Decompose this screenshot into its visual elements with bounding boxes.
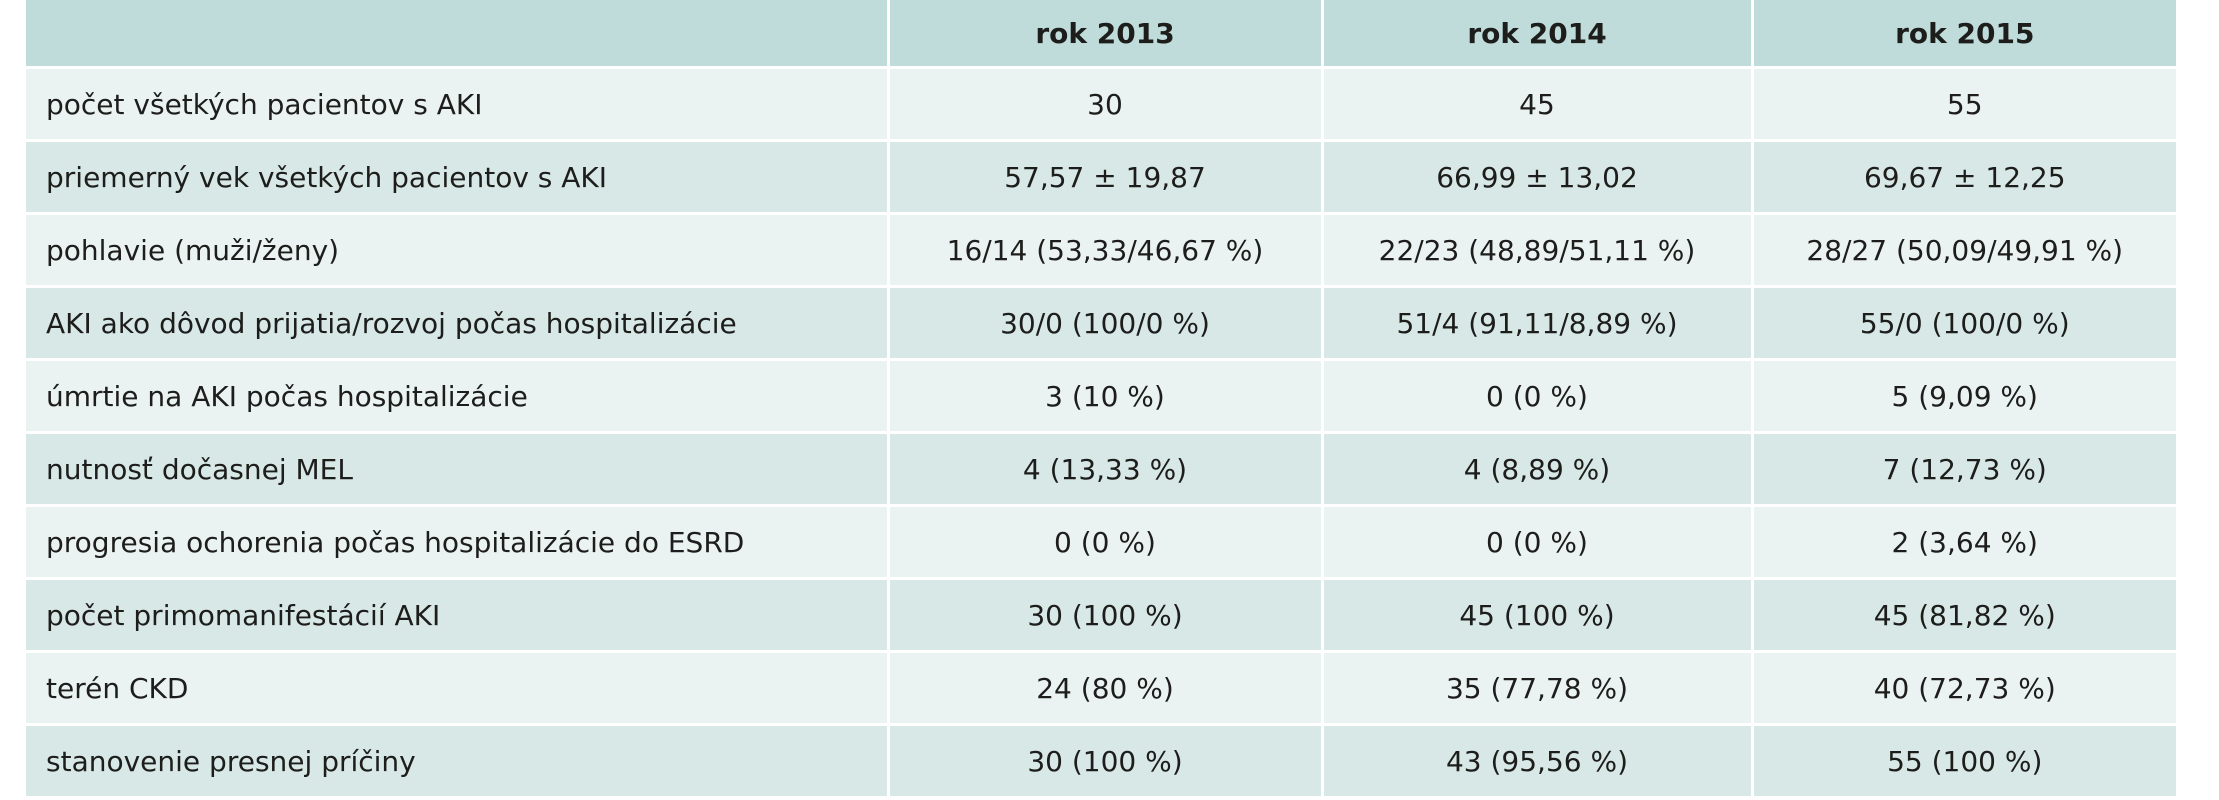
row-label: terén CKD <box>26 651 890 726</box>
header-cell-2015: rok 2015 <box>1752 0 2176 69</box>
cell-2013: 4 (13,33 %) <box>888 432 1324 507</box>
table-row: úmrtie na AKI počas hospitalizácie 3 (10… <box>26 359 2176 434</box>
header-cell-2013: rok 2013 <box>888 0 1324 69</box>
row-label: úmrtie na AKI počas hospitalizácie <box>26 359 890 434</box>
row-label: progresia ochorenia počas hospitalizácie… <box>26 505 890 580</box>
row-label: počet všetkých pacientov s AKI <box>26 67 890 142</box>
cell-2015: 55 <box>1752 67 2176 142</box>
cell-2015: 5 (9,09 %) <box>1752 359 2176 434</box>
cell-2013: 30 (100 %) <box>888 724 1324 799</box>
cell-2013: 3 (10 %) <box>888 359 1324 434</box>
row-label: AKI ako dôvod prijatia/rozvoj počas hosp… <box>26 286 890 361</box>
cell-2014: 0 (0 %) <box>1322 359 1754 434</box>
table-row: pohlavie (muži/ženy) 16/14 (53,33/46,67 … <box>26 213 2176 288</box>
cell-2014: 22/23 (48,89/51,11 %) <box>1322 213 1754 288</box>
row-label: počet primomanifestácií AKI <box>26 578 890 653</box>
cell-2014: 0 (0 %) <box>1322 505 1754 580</box>
row-label: pohlavie (muži/ženy) <box>26 213 890 288</box>
cell-2015: 40 (72,73 %) <box>1752 651 2176 726</box>
cell-2014: 45 <box>1322 67 1754 142</box>
cell-2014: 66,99 ± 13,02 <box>1322 140 1754 215</box>
table-header-row: rok 2013 rok 2014 rok 2015 <box>26 0 2176 69</box>
table-row: terén CKD 24 (80 %) 35 (77,78 %) 40 (72,… <box>26 651 2176 726</box>
header-cell-empty <box>26 0 890 69</box>
row-label: nutnosť dočasnej MEL <box>26 432 890 507</box>
cell-2015: 69,67 ± 12,25 <box>1752 140 2176 215</box>
cell-2015: 7 (12,73 %) <box>1752 432 2176 507</box>
header-cell-2014: rok 2014 <box>1322 0 1754 69</box>
table-row: počet primomanifestácií AKI 30 (100 %) 4… <box>26 578 2176 653</box>
aki-statistics-table: rok 2013 rok 2014 rok 2015 počet všetkýc… <box>26 0 2176 799</box>
cell-2014: 51/4 (91,11/8,89 %) <box>1322 286 1754 361</box>
table-row: počet všetkých pacientov s AKI 30 45 55 <box>26 67 2176 142</box>
row-label: stanovenie presnej príčiny <box>26 724 890 799</box>
cell-2015: 2 (3,64 %) <box>1752 505 2176 580</box>
row-label: priemerný vek všetkých pacientov s AKI <box>26 140 890 215</box>
table-row: nutnosť dočasnej MEL 4 (13,33 %) 4 (8,89… <box>26 432 2176 507</box>
cell-2013: 0 (0 %) <box>888 505 1324 580</box>
cell-2013: 30/0 (100/0 %) <box>888 286 1324 361</box>
cell-2015: 28/27 (50,09/49,91 %) <box>1752 213 2176 288</box>
cell-2013: 16/14 (53,33/46,67 %) <box>888 213 1324 288</box>
cell-2014: 45 (100 %) <box>1322 578 1754 653</box>
cell-2013: 30 (100 %) <box>888 578 1324 653</box>
cell-2014: 4 (8,89 %) <box>1322 432 1754 507</box>
cell-2015: 55 (100 %) <box>1752 724 2176 799</box>
table-row: AKI ako dôvod prijatia/rozvoj počas hosp… <box>26 286 2176 361</box>
cell-2015: 55/0 (100/0 %) <box>1752 286 2176 361</box>
cell-2013: 57,57 ± 19,87 <box>888 140 1324 215</box>
cell-2013: 24 (80 %) <box>888 651 1324 726</box>
table-row: stanovenie presnej príčiny 30 (100 %) 43… <box>26 724 2176 799</box>
cell-2015: 45 (81,82 %) <box>1752 578 2176 653</box>
cell-2014: 35 (77,78 %) <box>1322 651 1754 726</box>
data-table-container: rok 2013 rok 2014 rok 2015 počet všetkýc… <box>26 0 2176 799</box>
cell-2014: 43 (95,56 %) <box>1322 724 1754 799</box>
table-row: progresia ochorenia počas hospitalizácie… <box>26 505 2176 580</box>
table-row: priemerný vek všetkých pacientov s AKI 5… <box>26 140 2176 215</box>
cell-2013: 30 <box>888 67 1324 142</box>
